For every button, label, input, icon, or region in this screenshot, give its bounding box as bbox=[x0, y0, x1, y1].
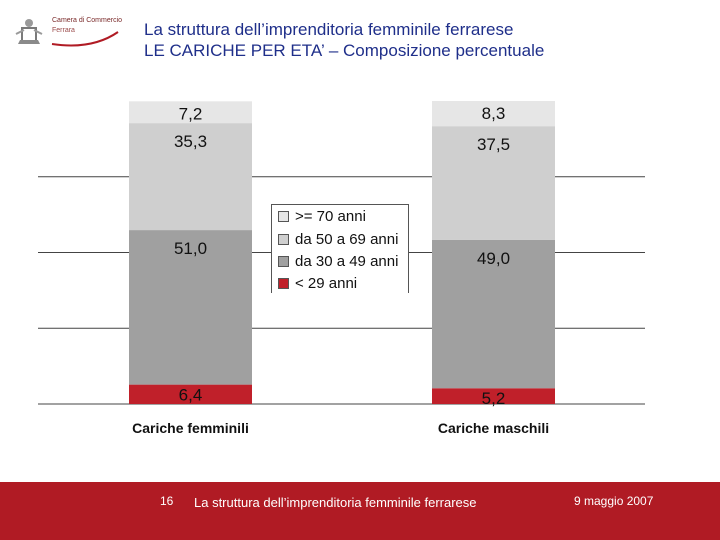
data-label: 35,3 bbox=[174, 132, 207, 151]
logo-line-2: Ferrara bbox=[52, 27, 75, 34]
page-title: La struttura dell’imprenditoria femminil… bbox=[144, 20, 514, 39]
bars bbox=[129, 101, 555, 404]
page-number: 16 bbox=[160, 494, 174, 508]
category-label: Cariche maschili bbox=[438, 420, 549, 436]
data-labels: 6,4 51,0 35,3 7,2 5,2 49,0 37,5 8,3 bbox=[174, 104, 510, 408]
legend-label: >= 70 anni bbox=[295, 207, 366, 225]
data-label: 7,2 bbox=[179, 104, 203, 123]
legend-item-under-29: < 29 anni bbox=[278, 273, 357, 293]
footer-title: La struttura dell’imprenditoria femminil… bbox=[194, 495, 477, 510]
legend-swatch bbox=[278, 210, 289, 222]
category-label: Cariche femminili bbox=[132, 420, 249, 436]
bar-segment bbox=[432, 239, 555, 389]
data-label: 49,0 bbox=[477, 249, 510, 268]
bar-segment bbox=[129, 384, 252, 404]
logo-line-1: Camera di Commercio bbox=[52, 17, 123, 24]
bar-segment bbox=[432, 101, 555, 127]
legend-label: da 30 a 49 anni bbox=[295, 252, 399, 270]
legend-label: da 50 a 69 anni bbox=[295, 230, 399, 248]
bar-segment bbox=[129, 101, 252, 124]
data-label: 5,2 bbox=[482, 389, 506, 408]
legend-item-30-49: da 30 a 49 anni bbox=[278, 251, 398, 271]
bar-segment bbox=[129, 230, 252, 385]
footer-bar: 16 La struttura dell’imprenditoria femmi… bbox=[0, 482, 720, 540]
data-label: 8,3 bbox=[482, 104, 506, 123]
legend-swatch bbox=[278, 277, 289, 289]
legend-swatch bbox=[278, 233, 289, 245]
category-labels: Cariche femminili Cariche maschili bbox=[132, 420, 549, 436]
legend-item-50-69: da 50 a 69 anni bbox=[278, 229, 398, 249]
legend-swatch bbox=[278, 255, 289, 267]
data-label: 37,5 bbox=[477, 135, 510, 154]
legend: >= 70 anni da 50 a 69 anni da 30 a 49 an… bbox=[271, 204, 409, 293]
logo: Camera di Commercio Ferrara bbox=[12, 14, 122, 50]
footer-date: 9 maggio 2007 bbox=[574, 494, 654, 508]
data-label: 51,0 bbox=[174, 239, 207, 258]
stacked-bar-chart: 6,4 51,0 35,3 7,2 5,2 49,0 37,5 8,3 Cariche fem… bbox=[38, 101, 645, 436]
legend-label: < 29 anni bbox=[295, 274, 358, 292]
legend-item-70-plus: >= 70 anni bbox=[278, 206, 366, 226]
bar-segment bbox=[129, 123, 252, 231]
data-label: 6,4 bbox=[179, 386, 203, 405]
bar-segment bbox=[432, 126, 555, 240]
page-subtitle: LE CARICHE PER ETA’ – Composizione perce… bbox=[144, 41, 545, 60]
chamber-emblem-icon bbox=[15, 19, 43, 44]
bar-segment bbox=[432, 388, 555, 404]
logo-swoosh-icon bbox=[51, 31, 119, 47]
